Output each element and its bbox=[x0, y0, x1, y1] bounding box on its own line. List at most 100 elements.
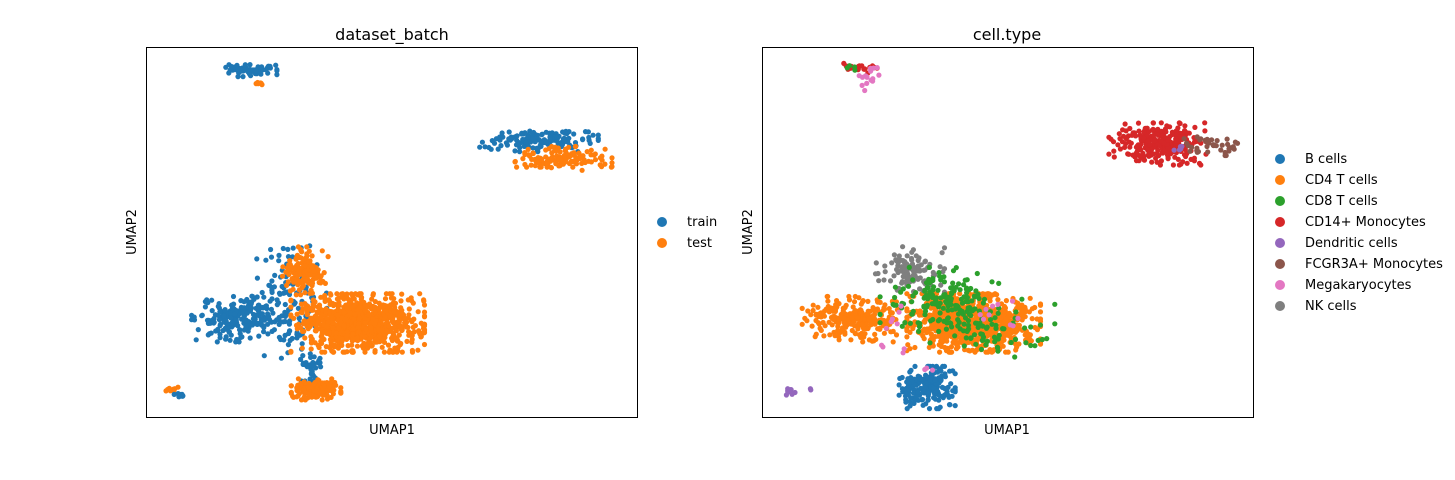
scatter-point bbox=[1037, 301, 1044, 307]
scatter-point bbox=[907, 399, 913, 405]
scatter-point bbox=[908, 255, 915, 262]
scatter-point bbox=[1232, 139, 1238, 145]
scatter-point bbox=[209, 297, 215, 303]
scatter-point bbox=[609, 155, 615, 161]
scatter-point bbox=[245, 328, 251, 334]
scatter-point bbox=[810, 302, 816, 308]
scatter-point bbox=[825, 303, 831, 310]
scatter-point bbox=[215, 303, 221, 309]
scatter-point bbox=[368, 328, 375, 335]
scatter-point bbox=[230, 320, 236, 326]
scatter-point bbox=[189, 312, 195, 318]
scatter-point bbox=[922, 259, 928, 265]
scatter-point bbox=[916, 328, 922, 334]
scatter-point bbox=[910, 390, 917, 396]
scatter-point bbox=[1145, 138, 1151, 144]
scatter-point bbox=[560, 136, 567, 142]
scatter-point bbox=[288, 263, 294, 269]
scatter-point bbox=[1218, 147, 1224, 153]
scatter-point bbox=[267, 282, 273, 289]
scatter-point bbox=[276, 316, 282, 323]
scatter-point bbox=[404, 338, 410, 344]
scatter-point bbox=[980, 300, 987, 306]
scatter-point bbox=[789, 389, 795, 396]
scatter-point bbox=[421, 329, 428, 335]
scatter-point bbox=[350, 326, 356, 332]
scatter-point bbox=[856, 73, 862, 79]
scatter-point bbox=[910, 272, 916, 278]
scatter-point bbox=[421, 341, 428, 348]
scatter-point bbox=[924, 304, 930, 310]
scatter-point bbox=[224, 321, 230, 327]
scatter-point bbox=[1128, 140, 1134, 146]
scatter-point bbox=[383, 291, 389, 297]
scatter-point bbox=[926, 344, 932, 350]
scatter-point bbox=[288, 390, 294, 396]
scatter-point bbox=[1136, 128, 1142, 134]
scatter-point bbox=[410, 300, 416, 306]
scatter-point bbox=[310, 297, 316, 303]
scatter-point bbox=[253, 68, 259, 74]
scatter-point bbox=[232, 311, 238, 317]
scatter-point bbox=[238, 334, 244, 340]
scatter-point bbox=[977, 312, 983, 318]
scatter-point bbox=[544, 161, 550, 167]
scatter-point bbox=[815, 304, 821, 310]
scatter-point bbox=[320, 380, 326, 386]
scatter-point bbox=[269, 296, 275, 302]
scatter-point bbox=[1154, 151, 1160, 157]
scatter-point bbox=[876, 72, 882, 78]
scatter-point bbox=[972, 306, 978, 312]
scatter-point bbox=[269, 278, 275, 284]
chart-title: cell.type bbox=[973, 25, 1041, 44]
scatter-point bbox=[534, 159, 540, 165]
scatter-point bbox=[394, 335, 400, 341]
scatter-point bbox=[285, 279, 291, 285]
scatter-point bbox=[1165, 137, 1171, 143]
scatter-point bbox=[529, 130, 535, 136]
scatter-point bbox=[323, 309, 329, 315]
scatter-point bbox=[300, 283, 306, 289]
scatter-point bbox=[287, 328, 293, 334]
scatter-point bbox=[338, 390, 344, 396]
scatter-point bbox=[1145, 147, 1151, 153]
scatter-point bbox=[880, 344, 886, 350]
scatter-point bbox=[932, 377, 938, 383]
scatter-point bbox=[992, 315, 998, 321]
scatter-point bbox=[250, 316, 256, 322]
scatter-point bbox=[1138, 147, 1144, 153]
legend-marker bbox=[1275, 259, 1285, 269]
scatter-point bbox=[522, 161, 528, 168]
scatter-point bbox=[1037, 309, 1044, 315]
scatter-point bbox=[477, 144, 483, 150]
scatter-point bbox=[283, 311, 289, 317]
scatter-point bbox=[310, 321, 316, 327]
scatter-point bbox=[285, 342, 291, 348]
scatter-point bbox=[903, 391, 910, 397]
scatter-point bbox=[529, 156, 535, 162]
scatter-point bbox=[1173, 142, 1179, 148]
scatter-point bbox=[799, 305, 805, 311]
scatter-point bbox=[1006, 331, 1012, 337]
scatter-point bbox=[421, 297, 427, 303]
scatter-point bbox=[1007, 322, 1014, 328]
scatter-point bbox=[931, 395, 937, 401]
scatter-point bbox=[298, 356, 304, 362]
scatter-point bbox=[877, 294, 883, 300]
scatter-point bbox=[802, 315, 808, 321]
scatter-point bbox=[1012, 354, 1018, 360]
scatter-point bbox=[392, 345, 398, 351]
scatter-point bbox=[326, 330, 332, 336]
scatter-point bbox=[1149, 146, 1155, 152]
scatter-point bbox=[1127, 125, 1133, 132]
scatter-point bbox=[597, 155, 604, 161]
scatter-point bbox=[395, 319, 401, 325]
scatter-point bbox=[1133, 144, 1139, 150]
scatter-point bbox=[588, 159, 595, 165]
scatter-point bbox=[415, 309, 421, 315]
scatter-point bbox=[318, 364, 324, 370]
scatter-point bbox=[907, 346, 913, 352]
scatter-point bbox=[851, 299, 858, 305]
scatter-point bbox=[891, 302, 898, 308]
scatter-point bbox=[344, 336, 350, 342]
